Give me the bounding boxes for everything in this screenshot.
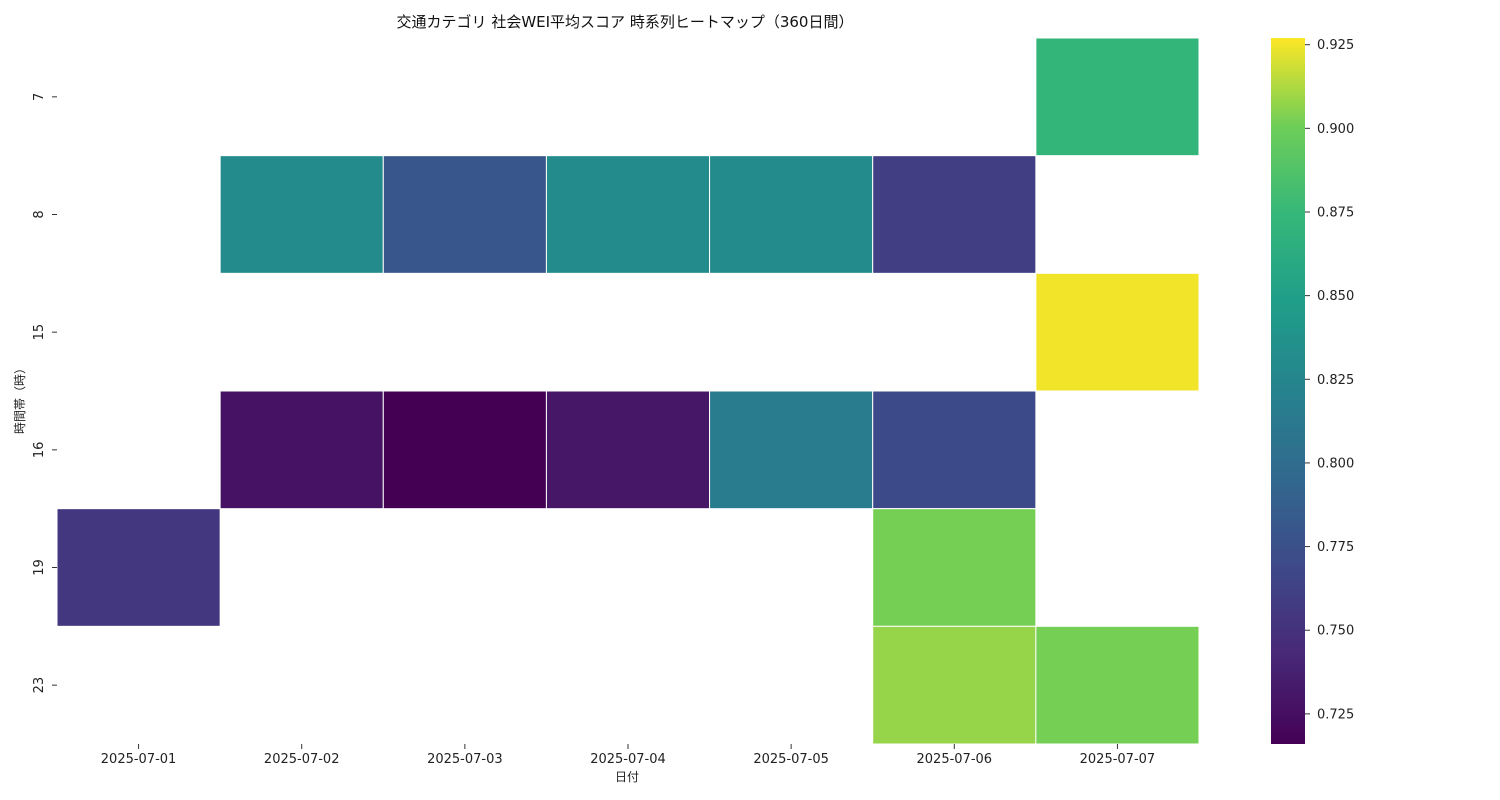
- x-axis: 2025-07-01 2025-07-02 2025-07-03 2025-07-04…: [101, 744, 1155, 767]
- x-tick-label: 2025-07-06: [917, 752, 993, 767]
- heatmap-cell: [872, 390, 1037, 510]
- heatmap-cell: [1035, 37, 1200, 157]
- x-tick-label: 2025-07-05: [753, 752, 829, 767]
- heatmap-cell: [219, 155, 384, 274]
- heatmap-cell: [545, 155, 711, 274]
- heatmap-cell: [56, 508, 221, 627]
- colorbar-tick-label: 0.750: [1317, 624, 1354, 639]
- colorbar-tick-label: 0.925: [1317, 38, 1354, 53]
- heatmap-cell: [872, 155, 1037, 274]
- x-tick-label: 2025-07-01: [101, 752, 177, 767]
- y-tick-label: 23: [32, 677, 47, 694]
- colorbar-tick-label: 0.775: [1317, 540, 1354, 555]
- heatmap-cell: [382, 390, 547, 510]
- colorbar-tick-label: 0.875: [1317, 205, 1354, 220]
- heatmap-cell: [1035, 625, 1200, 745]
- x-tick-label: 2025-07-07: [1080, 752, 1156, 767]
- heatmap-cell: [709, 390, 874, 510]
- colorbar-tick-label: 0.850: [1317, 289, 1354, 304]
- heatmap-cell: [1035, 272, 1200, 392]
- y-tick-label: 7: [32, 93, 47, 101]
- x-tick-label: 2025-07-02: [264, 752, 340, 767]
- y-axis: 7 8 15 16 19 23: [32, 93, 57, 694]
- y-tick-label: 19: [32, 559, 47, 576]
- x-tick-label: 2025-07-04: [590, 752, 666, 767]
- x-axis-label: 日付: [615, 770, 639, 784]
- heatmap-cell: [219, 390, 384, 510]
- y-tick-label: 8: [32, 210, 47, 218]
- colorbar-axis: 0.725 0.750 0.775 0.800 0.825 0.850 0.875 0.900…: [1305, 38, 1354, 722]
- y-tick-label: 16: [32, 442, 47, 459]
- heatmap-cell: [709, 155, 874, 274]
- colorbar-tick-label: 0.825: [1317, 373, 1354, 388]
- chart-title: 交通カテゴリ 社会WEI平均スコア 時系列ヒートマップ（360日間）: [397, 13, 854, 31]
- colorbar-tick-label: 0.800: [1317, 456, 1354, 471]
- colorbar: [1271, 38, 1305, 744]
- heatmap-cell: [382, 155, 547, 274]
- heatmap-cells: [56, 37, 1200, 745]
- heatmap-cell: [872, 508, 1037, 627]
- heatmap-cell: [545, 390, 711, 510]
- heatmap-cell: [872, 625, 1037, 745]
- y-tick-label: 15: [32, 324, 47, 341]
- colorbar-tick-label: 0.725: [1317, 707, 1354, 722]
- x-tick-label: 2025-07-03: [427, 752, 503, 767]
- colorbar-tick-label: 0.900: [1317, 122, 1354, 137]
- y-axis-label: 時間帯（時）: [13, 362, 27, 434]
